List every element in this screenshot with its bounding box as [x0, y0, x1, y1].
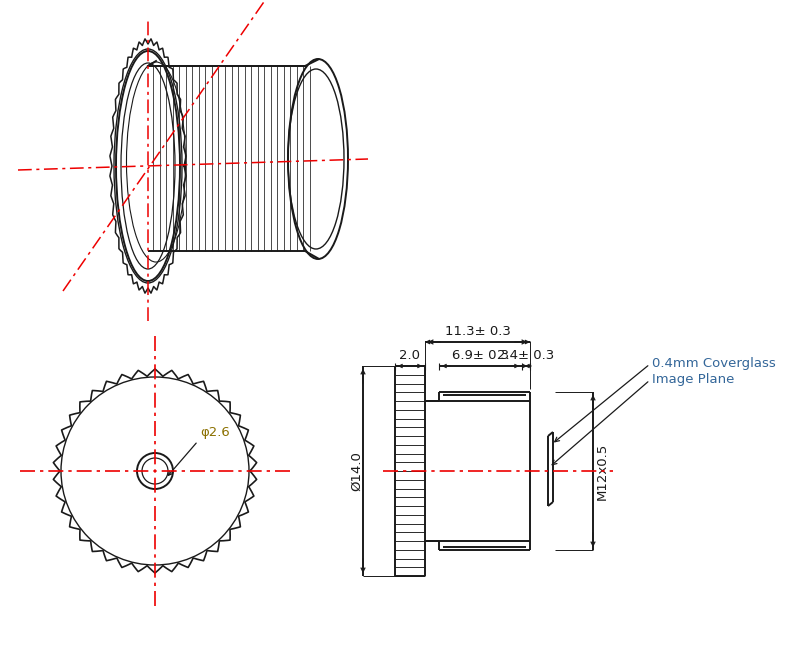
- Text: φ2.6: φ2.6: [200, 426, 230, 439]
- Text: 2.0: 2.0: [399, 349, 421, 362]
- Text: Ø14.0: Ø14.0: [350, 451, 363, 491]
- Text: 0.4mm Coverglass: 0.4mm Coverglass: [652, 357, 776, 371]
- Text: 2.4± 0.3: 2.4± 0.3: [498, 349, 554, 362]
- Text: 6.9± 0.3: 6.9± 0.3: [452, 349, 509, 362]
- Polygon shape: [148, 53, 318, 66]
- Text: M12x0.5: M12x0.5: [595, 443, 609, 499]
- Text: 11.3± 0.3: 11.3± 0.3: [445, 325, 510, 338]
- Text: Image Plane: Image Plane: [652, 373, 734, 386]
